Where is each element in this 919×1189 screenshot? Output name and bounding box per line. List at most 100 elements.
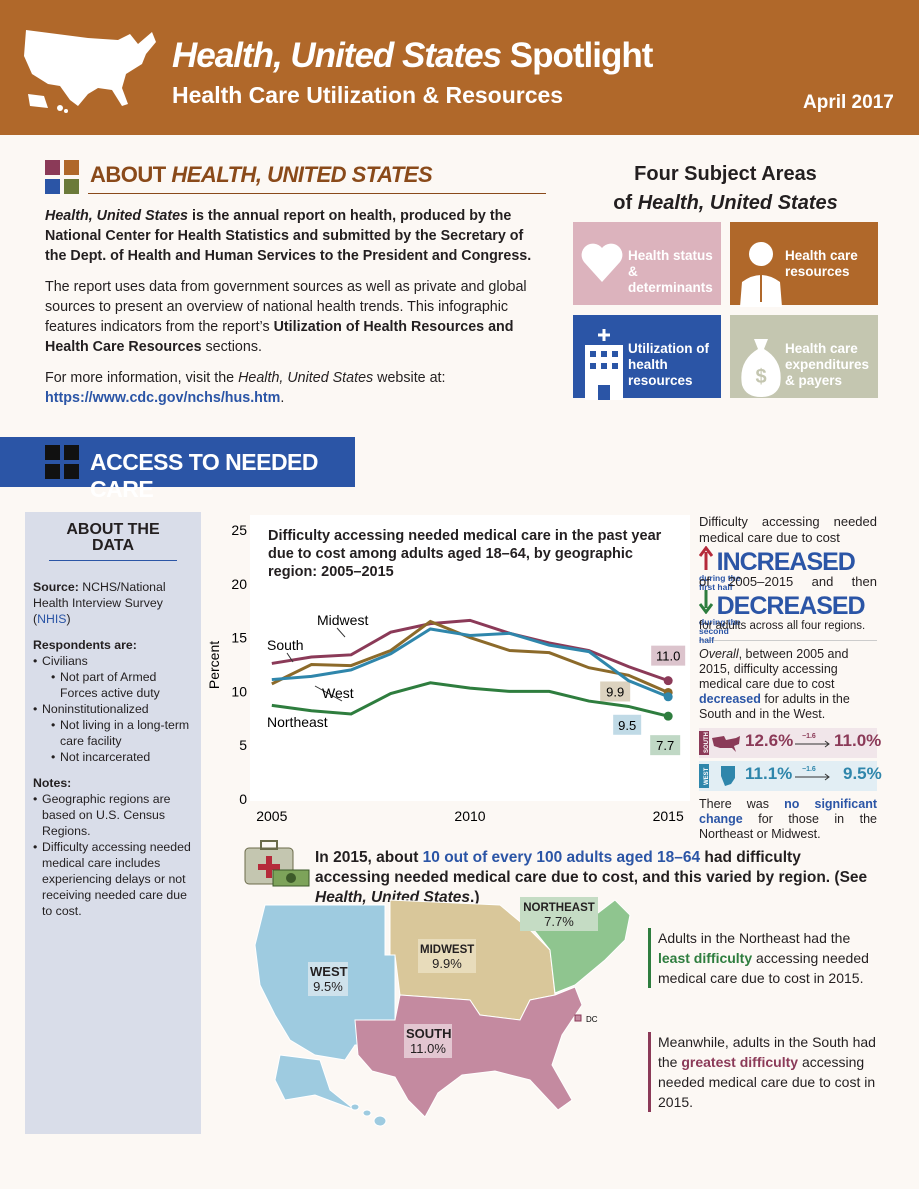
- text: 9.5%: [313, 979, 343, 994]
- text: during the first half: [699, 573, 741, 592]
- list-item: Not incarcerated: [51, 749, 193, 765]
- chart: Percent 0 5 10 15 20 25 2005 2010 2015 South 11.0 M…: [206, 515, 690, 824]
- text: .: [280, 390, 285, 406]
- hawaii: [350, 1103, 360, 1111]
- south-icon: [712, 736, 740, 752]
- text: NHIS: [37, 612, 67, 626]
- subtitle: Health Care Utilization & Resources: [172, 82, 564, 108]
- list-item: NoninstitutionalizedNot living in a long…: [33, 701, 193, 765]
- title-rest: Spotlight: [501, 36, 654, 75]
- value-label-box: [613, 714, 642, 735]
- text: 12.6%: [745, 731, 794, 750]
- text: .): [470, 889, 480, 906]
- panel-heading: ABOUT THE DATA: [49, 522, 177, 561]
- northeast-region: [528, 899, 631, 994]
- text: DECREASED: [716, 592, 866, 620]
- title-italic: Health, United States: [172, 36, 502, 75]
- west-icon: [721, 766, 735, 786]
- text: Meanwhile, adults in the South had the: [658, 1034, 876, 1070]
- text: for adults in the South and in the West.: [699, 692, 850, 721]
- y-tick-label: 0: [239, 791, 247, 807]
- dc-marker: [574, 1014, 582, 1022]
- header: Health, United States Spotlight Health C…: [0, 0, 919, 135]
- region-label: WEST 9.5%: [308, 962, 348, 996]
- text: 11.0%: [410, 1041, 446, 1056]
- series-name: West: [322, 685, 354, 701]
- south-region: [354, 986, 583, 1118]
- text: MIDWEST: [420, 944, 475, 956]
- text: Adults in the Northeast had the: [658, 930, 851, 946]
- text: 7.7%: [544, 914, 574, 929]
- plot-area: [250, 515, 690, 801]
- text: least difficulty: [658, 950, 753, 966]
- trend-text: Difficulty accessing needed medical care…: [698, 514, 882, 842]
- list-item: Not living in a long-term care facility: [51, 717, 193, 749]
- doctor-icon: [740, 242, 782, 307]
- subject-box: $ Health care expenditures & payers: [730, 315, 878, 398]
- text: 9.5%: [843, 764, 882, 783]
- text: 11.0%: [834, 731, 882, 750]
- value-label: 9.5: [618, 718, 636, 733]
- series-line: [271, 619, 669, 694]
- title: Health, United States Spotlight: [172, 36, 654, 76]
- heading-text: ABOUT: [90, 162, 172, 187]
- subject-label: Utilization of health resources: [628, 341, 709, 388]
- text: There was: [699, 797, 785, 811]
- text: For more information, visit the: [45, 370, 239, 386]
- link[interactable]: https://www.cdc.gov/nchs/hus.htm: [45, 390, 281, 406]
- text: −1.6: [802, 733, 816, 740]
- subject-box: Utilization of health resources: [573, 315, 721, 400]
- hawaii: [362, 1109, 372, 1117]
- up-arrow: [698, 545, 714, 570]
- text: SOUTH: [406, 1026, 452, 1041]
- subject-box: Health care resources: [730, 222, 878, 307]
- series-line: [271, 681, 669, 718]
- text: WEST: [310, 964, 348, 979]
- text: 9.9%: [432, 956, 462, 971]
- increase-row: INCREASED during the first half: [698, 545, 877, 592]
- leader-line: [314, 685, 343, 702]
- date: April 2017: [803, 92, 894, 113]
- series-line: [271, 627, 669, 699]
- text: Four Subject Areas: [634, 163, 817, 185]
- section-title: ACCESS TO NEEDED CARE: [90, 449, 319, 502]
- hospital-icon: [585, 329, 623, 400]
- text: for those in the Northeast or Midwest.: [699, 812, 877, 841]
- value-label-box: [600, 681, 631, 702]
- down-arrow: [698, 590, 714, 615]
- chart-title: Difficulty accessing needed medical care…: [268, 528, 662, 580]
- about-data: ABOUT THE DATA Source: NCHS/National Hea…: [25, 512, 201, 1134]
- text: Source:: [33, 580, 79, 594]
- value-label-box: [650, 735, 681, 756]
- subject-label: Health care resources: [785, 248, 858, 279]
- text: greatest difficulty: [681, 1054, 799, 1070]
- about-text: Health, United States is the annual repo…: [45, 206, 547, 419]
- value-label-box: [651, 645, 686, 666]
- change-row: SOUTH 12.6% −1.6 11.0%: [699, 728, 881, 758]
- x-tick-label: 2005: [256, 808, 287, 824]
- subject-title: Four Subject Areas of Health, United Sta…: [573, 160, 878, 218]
- y-tick-label: 25: [231, 522, 247, 538]
- medkit-icon: [244, 840, 310, 887]
- moneybag-icon: $: [741, 339, 781, 397]
- text: Notes:: [33, 776, 72, 790]
- heart-icon: [581, 243, 623, 282]
- text: is the annual report on health, produced…: [45, 208, 532, 264]
- section-icon: [45, 445, 79, 479]
- arrow: [795, 740, 830, 748]
- alaska: [274, 1054, 356, 1111]
- y-axis-label: Percent: [206, 641, 222, 689]
- leader-line: [286, 652, 294, 663]
- y-tick-label: 5: [239, 737, 247, 753]
- dc-label: DC: [586, 1015, 598, 1024]
- list-item: Geographic regions are based on U.S. Cen…: [33, 791, 193, 839]
- text: 10 out of every 100 adults aged 18–64: [422, 849, 701, 866]
- map-statement: In 2015, about 10 out of every 100 adult…: [315, 848, 875, 908]
- subject-box: Health status & determinants: [573, 222, 721, 305]
- text: WEST: [699, 764, 710, 788]
- series-name: Northeast: [267, 714, 328, 730]
- text: for adults across all four regions.: [699, 620, 866, 632]
- text: Overall: [699, 647, 739, 661]
- text: SOUTH: [699, 731, 710, 755]
